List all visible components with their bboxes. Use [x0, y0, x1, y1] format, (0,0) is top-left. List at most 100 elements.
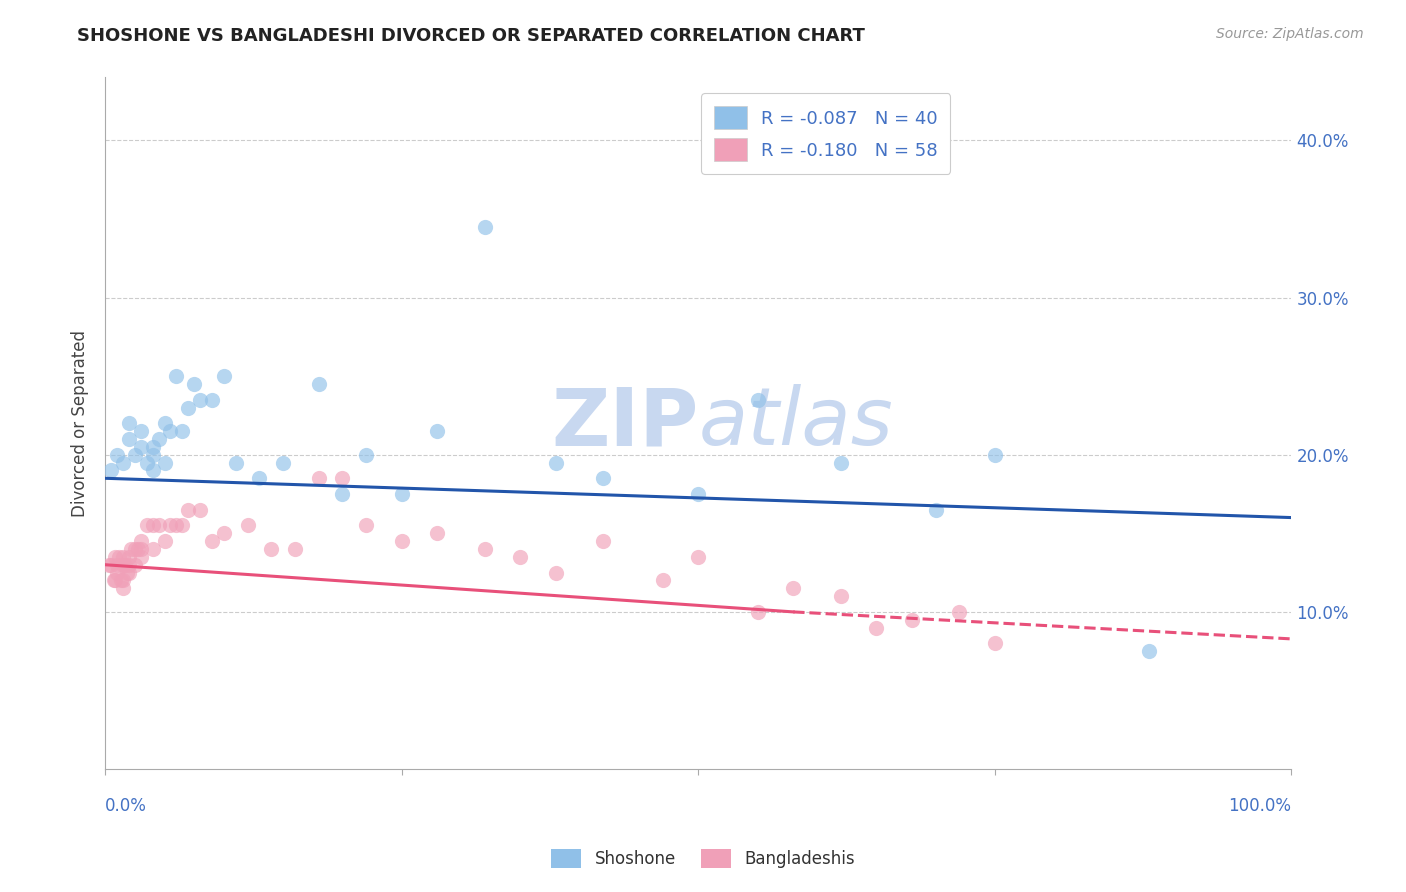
Point: [172, 424, 194, 438]
Point: [159, 518, 181, 533]
Point: [118, 432, 141, 446]
Point: [135, 456, 157, 470]
Point: [124, 541, 146, 556]
Point: [544, 566, 567, 580]
Point: [260, 541, 283, 556]
Point: [111, 549, 134, 564]
Point: [901, 613, 924, 627]
Point: [135, 518, 157, 533]
Point: [249, 471, 271, 485]
Point: [984, 448, 1007, 462]
Point: [830, 589, 852, 603]
Point: [188, 392, 211, 407]
Point: [474, 219, 496, 234]
Legend: R = -0.087   N = 40, R = -0.180   N = 58: R = -0.087 N = 40, R = -0.180 N = 58: [702, 94, 950, 174]
Point: [153, 456, 176, 470]
Point: [201, 534, 224, 549]
Point: [782, 582, 804, 596]
Point: [100, 558, 122, 572]
Point: [129, 549, 152, 564]
Point: [592, 471, 614, 485]
Point: [984, 636, 1007, 650]
Point: [426, 526, 449, 541]
Point: [165, 518, 187, 533]
Point: [129, 440, 152, 454]
Point: [747, 605, 769, 619]
Point: [426, 424, 449, 438]
Point: [1137, 644, 1160, 658]
Point: [212, 369, 235, 384]
Point: [120, 541, 142, 556]
Point: [688, 549, 710, 564]
Point: [747, 392, 769, 407]
Point: [124, 448, 146, 462]
Text: ZIP: ZIP: [551, 384, 699, 462]
Point: [104, 549, 127, 564]
Text: SHOSHONE VS BANGLADESHI DIVORCED OR SEPARATED CORRELATION CHART: SHOSHONE VS BANGLADESHI DIVORCED OR SEPA…: [77, 27, 865, 45]
Point: [111, 558, 134, 572]
Point: [105, 558, 128, 572]
Point: [924, 502, 946, 516]
Point: [183, 376, 205, 391]
Point: [111, 574, 134, 588]
Point: [236, 518, 259, 533]
Point: [271, 456, 294, 470]
Point: [129, 534, 152, 549]
Point: [592, 534, 614, 549]
Point: [332, 487, 354, 501]
Point: [142, 463, 165, 477]
Point: [104, 574, 127, 588]
Point: [308, 376, 330, 391]
Point: [153, 534, 176, 549]
Point: [391, 487, 413, 501]
Point: [148, 518, 170, 533]
Point: [108, 549, 131, 564]
Point: [544, 456, 567, 470]
Point: [201, 392, 224, 407]
Point: [103, 574, 125, 588]
Point: [830, 456, 852, 470]
Point: [142, 518, 165, 533]
Point: [129, 541, 152, 556]
Text: Source: ZipAtlas.com: Source: ZipAtlas.com: [1216, 27, 1364, 41]
Point: [474, 541, 496, 556]
Point: [509, 549, 531, 564]
Point: [111, 456, 134, 470]
Point: [284, 541, 307, 556]
Point: [111, 582, 134, 596]
Y-axis label: Divorced or Separated: Divorced or Separated: [72, 330, 89, 516]
Point: [114, 558, 136, 572]
Point: [148, 432, 170, 446]
Point: [129, 424, 152, 438]
Point: [153, 417, 176, 431]
Point: [159, 424, 181, 438]
Point: [100, 463, 122, 477]
Point: [165, 369, 187, 384]
Text: 0.0%: 0.0%: [105, 797, 148, 814]
Point: [97, 558, 120, 572]
Point: [115, 566, 138, 580]
Point: [212, 526, 235, 541]
Point: [124, 558, 146, 572]
Point: [948, 605, 970, 619]
Point: [332, 471, 354, 485]
Point: [118, 417, 141, 431]
Point: [688, 487, 710, 501]
Point: [354, 448, 377, 462]
Point: [308, 471, 330, 485]
Point: [118, 549, 141, 564]
Point: [391, 534, 413, 549]
Point: [354, 518, 377, 533]
Point: [118, 566, 141, 580]
Point: [177, 401, 200, 415]
Legend: Shoshone, Bangladeshis: Shoshone, Bangladeshis: [544, 842, 862, 875]
Point: [142, 440, 165, 454]
Point: [188, 502, 211, 516]
Point: [225, 456, 247, 470]
Point: [177, 502, 200, 516]
Point: [105, 448, 128, 462]
Point: [865, 621, 887, 635]
Point: [118, 558, 141, 572]
Point: [651, 574, 673, 588]
Point: [172, 518, 194, 533]
